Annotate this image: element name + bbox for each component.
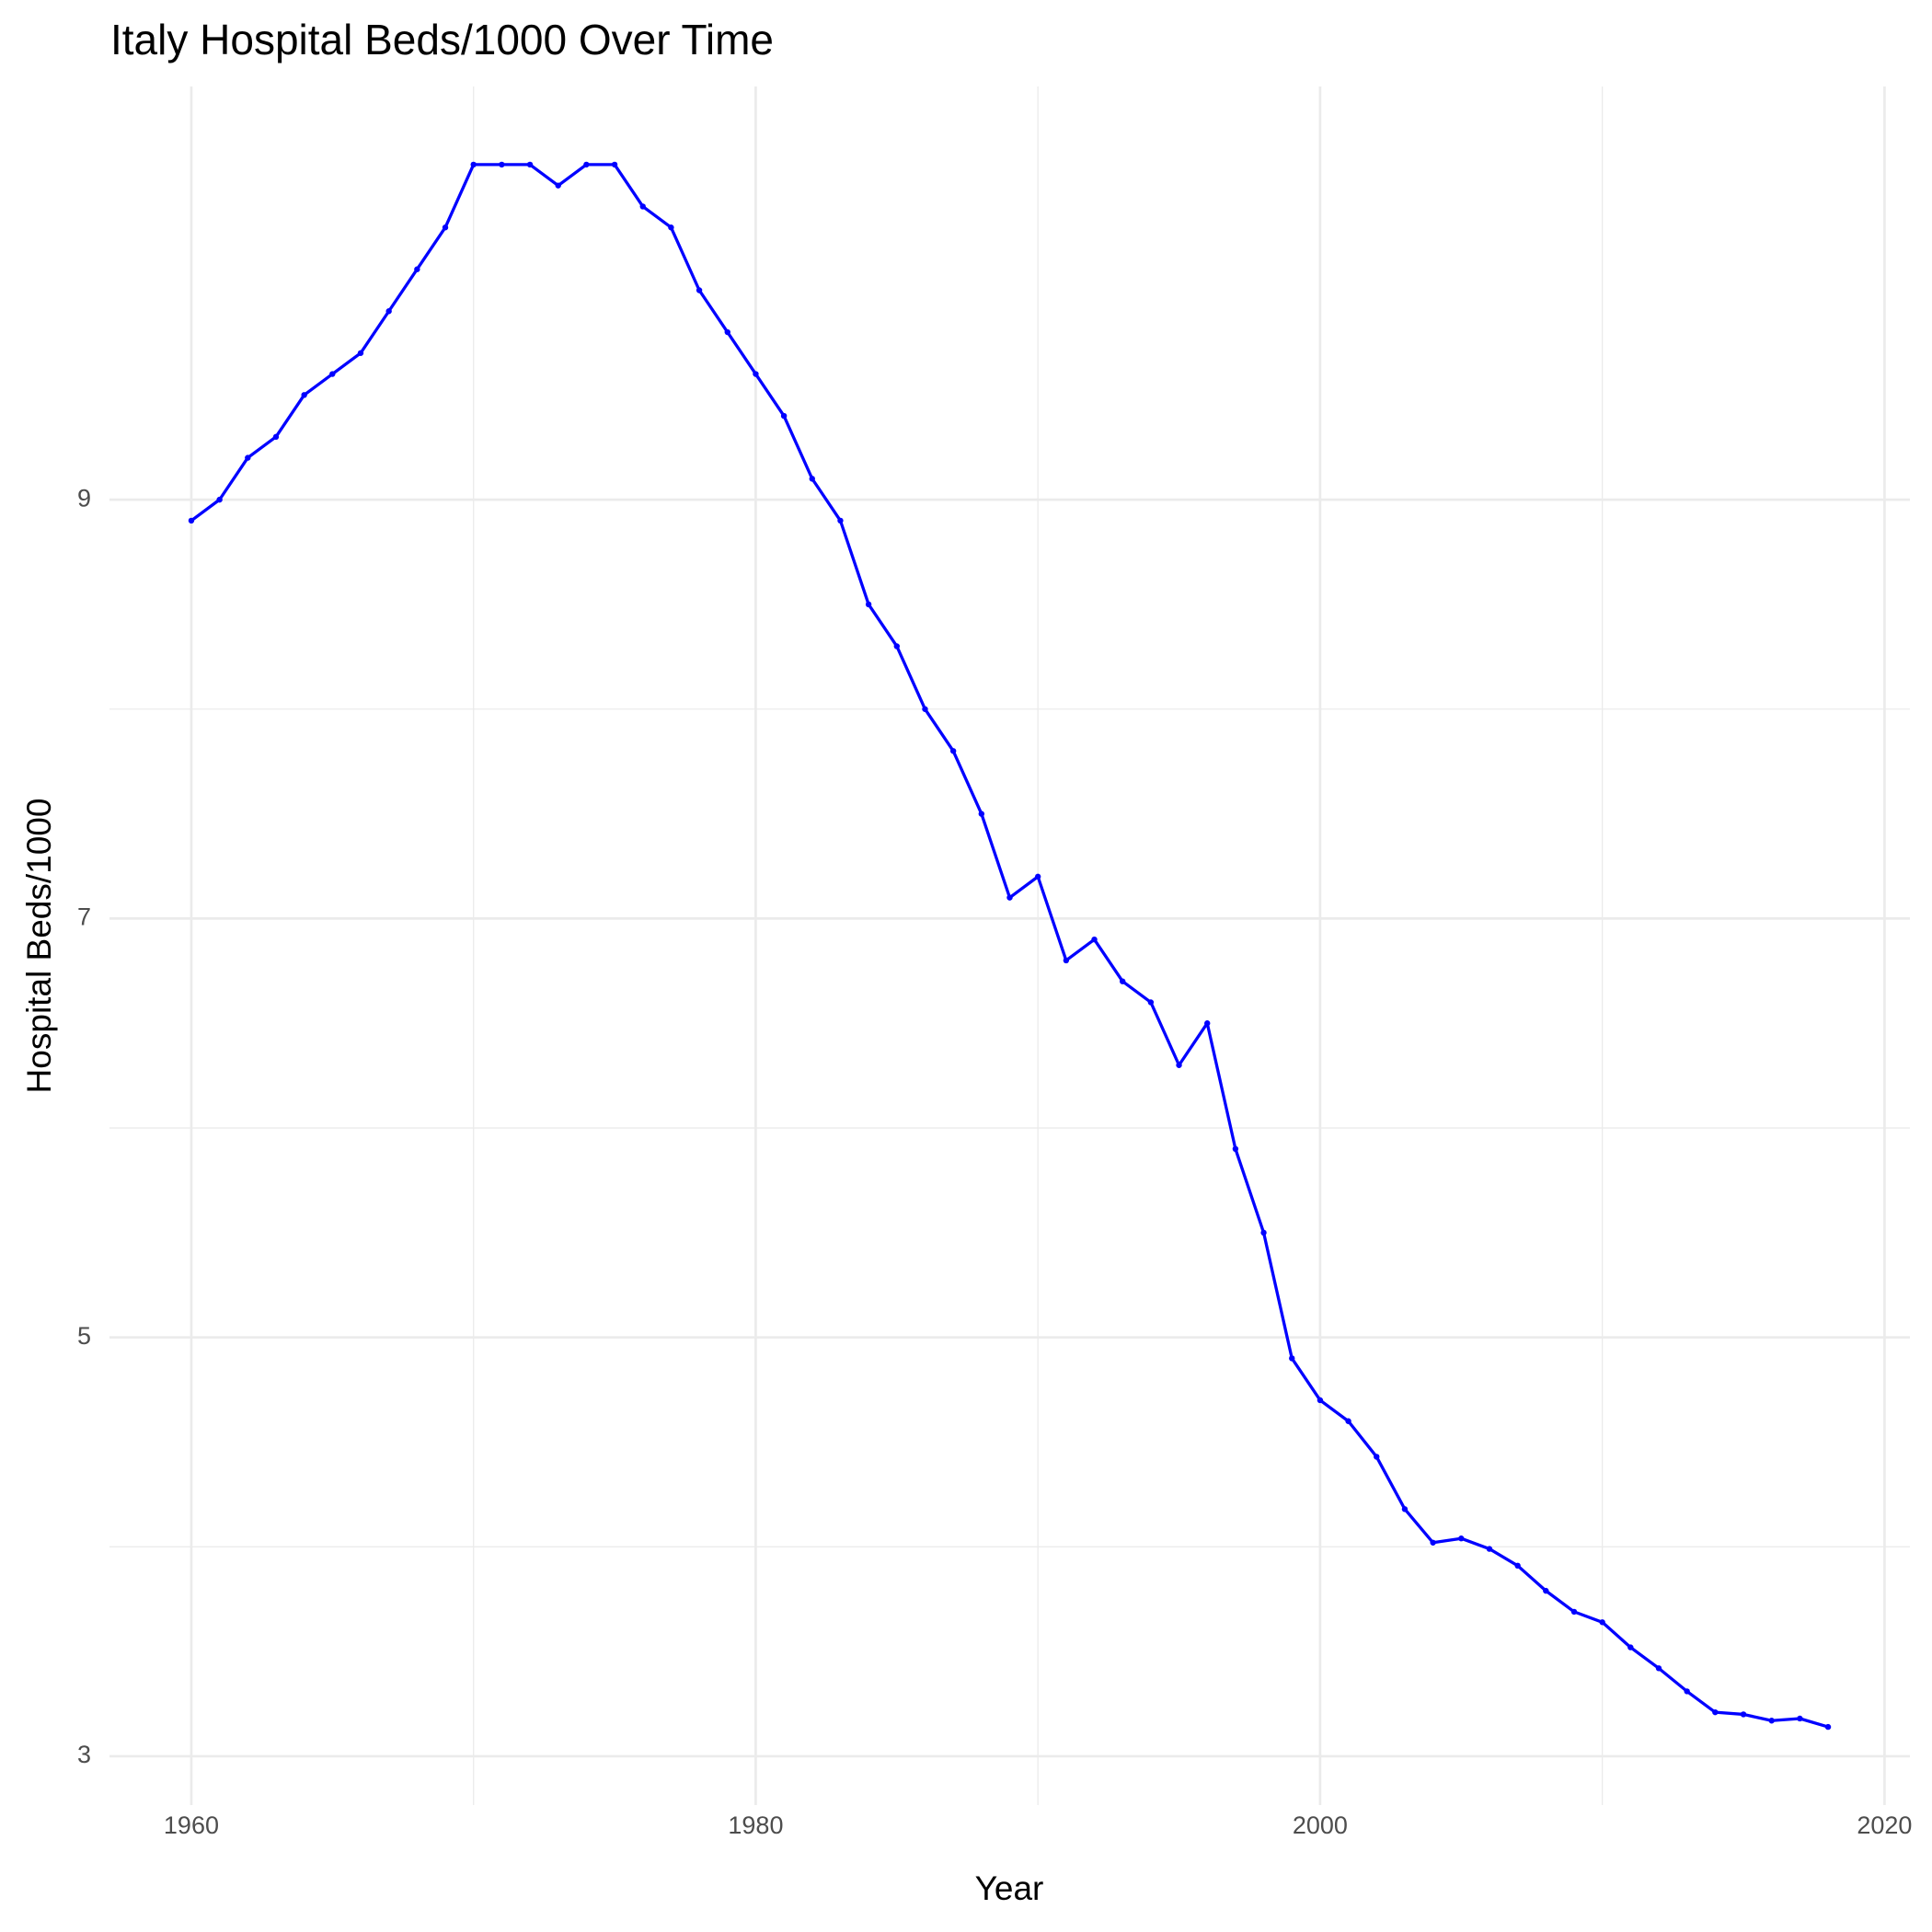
x-tick-label: 2000 [1293,1811,1348,1839]
x-tick-label: 2020 [1857,1811,1912,1839]
data-point [1740,1711,1747,1718]
data-point [1797,1715,1803,1722]
data-point [1345,1418,1351,1424]
data-point [1176,1062,1182,1068]
data-point [301,392,307,398]
data-point [780,412,788,420]
y-tick-label: 3 [77,1741,91,1768]
data-point [1034,873,1041,880]
data-point [1289,1355,1295,1362]
data-point [865,601,872,608]
data-point [949,748,957,754]
chart-title: Italy Hospital Beds/1000 Over Time [110,16,774,63]
data-point [1006,894,1013,901]
data-point [1684,1688,1690,1695]
data-point [893,643,901,650]
data-point [329,371,336,377]
data-point [1514,1562,1521,1570]
data-point [526,161,534,168]
data-point [639,203,646,210]
y-axis-title: Hospital Beds/1000 [20,799,58,1094]
data-point [978,811,985,817]
data-point [1317,1397,1324,1404]
x-tick-label: 1960 [164,1811,219,1839]
data-point [1824,1723,1832,1731]
data-point [357,350,364,356]
data-point [1655,1665,1662,1672]
data-line [190,163,1829,1729]
data-point [1570,1608,1578,1616]
data-point [1486,1546,1493,1552]
data-point [1091,936,1098,943]
data-point [668,224,674,231]
data-point [1147,999,1155,1006]
data-point [470,161,477,168]
data-point [1543,1587,1549,1594]
data-point [245,454,251,461]
data-point [272,433,280,441]
y-tick-label: 9 [77,484,91,512]
data-point [1374,1454,1380,1460]
data-point [1458,1535,1465,1542]
data-point [1599,1619,1605,1626]
data-point [216,496,223,503]
data-point [1768,1718,1775,1724]
data-point [1063,957,1070,964]
data-point [753,371,759,377]
data-point [555,182,561,189]
y-tick-label: 5 [77,1322,91,1350]
data-point [1401,1506,1409,1512]
data-point [809,476,815,482]
data-point [1712,1708,1719,1716]
data-point [837,517,844,524]
data-point [922,706,928,712]
data-point [499,161,505,168]
data-point [442,224,449,231]
data-point [696,287,703,293]
data-point [583,161,590,168]
data-point [1119,978,1126,984]
data-point [414,266,420,272]
x-axis-title: Year [975,1869,1044,1907]
x-tick-label: 1980 [728,1811,783,1839]
y-tick-label: 7 [77,903,91,931]
data-point [1430,1539,1436,1546]
data-point [1260,1229,1267,1236]
data-point [611,161,618,168]
data-point [385,308,392,315]
data-point [724,328,730,336]
data-point [1627,1644,1634,1650]
data-point [188,517,195,524]
data-point [1232,1145,1239,1153]
data-point [1204,1020,1211,1027]
